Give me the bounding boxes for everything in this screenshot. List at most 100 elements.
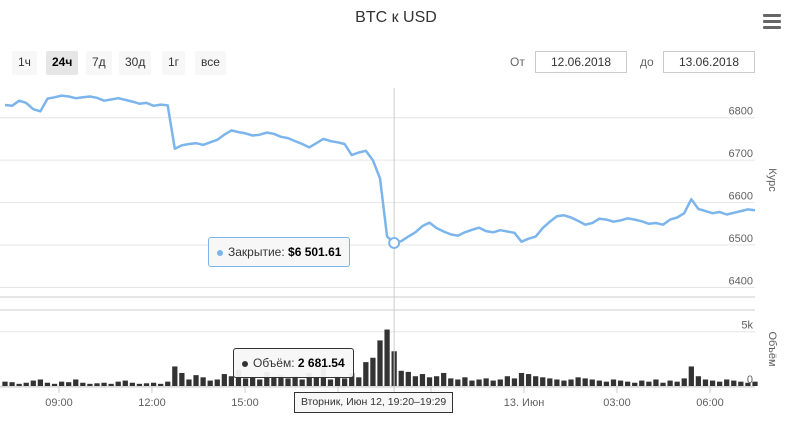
volume-bar: [172, 366, 178, 386]
volume-bar: [405, 371, 411, 386]
volume-bar: [94, 383, 100, 386]
volume-bar: [441, 372, 447, 386]
date-from-label: От: [510, 55, 525, 69]
range-button-1y[interactable]: 1г: [162, 51, 186, 75]
volume-bar: [101, 382, 107, 386]
volume-bar: [122, 380, 128, 386]
volume-bar: [603, 381, 610, 386]
volume-bar: [511, 378, 518, 386]
volume-bar: [37, 379, 44, 386]
volume-bar: [44, 382, 51, 386]
time-tick-label: 15:00: [231, 397, 259, 409]
volume-axis-ticks: 0 5k: [741, 320, 753, 386]
volume-bar: [469, 380, 475, 386]
price-tooltip-dot: [217, 249, 223, 256]
volume-bar: [610, 379, 617, 386]
time-tick-label: 03:00: [603, 397, 631, 409]
price-axis-label: Курс: [766, 168, 778, 192]
volume-bar: [695, 376, 702, 386]
volume-bar: [327, 379, 334, 386]
volume-bar: [150, 382, 157, 386]
volume-bar: [250, 377, 256, 386]
price-tick-label: 6500: [729, 233, 753, 245]
volume-bar: [242, 378, 249, 386]
volume-bar: [278, 375, 284, 386]
volume-bar: [561, 380, 567, 386]
volume-bar: [681, 378, 687, 386]
volume-bar: [426, 377, 433, 386]
price-tick-label: 6800: [729, 106, 753, 118]
volume-bar: [80, 382, 86, 386]
chart-title: BTC к USD: [355, 9, 437, 26]
crosshair-time-label: Вторник, Июн 12, 19:20–19:29: [294, 392, 454, 413]
volume-bar: [596, 380, 602, 386]
volume-bar: [625, 381, 631, 386]
volume-bar: [731, 380, 737, 386]
volume-bar: [752, 381, 758, 386]
price-line: [4, 94, 756, 245]
range-button-24h[interactable]: 24ч: [46, 51, 79, 75]
volume-bar: [108, 383, 114, 386]
volume-bar: [518, 372, 525, 386]
volume-bar: [476, 379, 482, 386]
volume-bar: [419, 374, 426, 386]
volume-tick-label: 0: [747, 374, 753, 386]
range-button-all[interactable]: все: [195, 51, 226, 75]
price-tick-label: 6700: [729, 148, 753, 160]
volume-bar: [632, 382, 638, 386]
volume-bar: [257, 379, 263, 386]
volume-bar: [87, 383, 93, 386]
volume-bar: [462, 377, 468, 386]
volume-bar: [377, 340, 383, 386]
volume-bar: [554, 379, 560, 386]
volume-bar: [716, 381, 723, 386]
volume-bar: [483, 378, 489, 386]
volume-bar: [349, 372, 355, 386]
date-to-label: до: [640, 55, 654, 69]
volume-bar: [525, 374, 532, 386]
volume-bar: [709, 380, 716, 386]
volume-bar: [667, 380, 673, 386]
range-button-30d[interactable]: 30д: [119, 51, 152, 75]
volume-bar: [214, 379, 220, 386]
volume-bar: [334, 376, 341, 386]
chart-menu-icon[interactable]: [763, 14, 781, 30]
price-tooltip: Закрытие: $6 501.61: [208, 237, 351, 267]
volume-bar: [16, 383, 22, 386]
price-tooltip-value: $6 501.61: [288, 245, 342, 259]
volume-bar: [674, 381, 680, 386]
range-button-1h[interactable]: 1ч: [12, 51, 37, 75]
volume-bar: [9, 382, 15, 386]
price-tooltip-label: Закрытие:: [228, 245, 285, 259]
volume-tooltip-dot: [242, 360, 248, 367]
volume-tooltip: Объём: 2 681.54: [233, 348, 354, 378]
time-tick-label: 12:00: [138, 397, 166, 409]
volume-bar: [582, 378, 588, 386]
volume-axis-label: Объём: [766, 331, 778, 366]
volume-bars: [2, 329, 758, 386]
volume-bar: [490, 380, 496, 386]
volume-bar: [688, 366, 694, 386]
price-tick-label: 6600: [729, 191, 753, 203]
volume-bar: [356, 377, 362, 386]
volume-bar: [533, 376, 539, 386]
range-button-7d[interactable]: 7д: [86, 51, 112, 75]
volume-bar: [313, 377, 319, 386]
volume-bar: [285, 378, 291, 386]
volume-bar: [540, 377, 546, 386]
volume-bar: [115, 381, 121, 386]
volume-bar: [129, 382, 135, 386]
volume-bar: [271, 376, 277, 386]
volume-bar: [292, 376, 298, 386]
time-tick-label: 13. Июн: [504, 397, 545, 409]
volume-tooltip-value: 2 681.54: [297, 356, 345, 370]
volume-bar: [575, 377, 581, 386]
volume-bar: [200, 377, 206, 386]
date-from-input[interactable]: [535, 51, 627, 73]
volume-bar: [2, 381, 8, 386]
volume-bar: [384, 329, 390, 386]
date-to-input[interactable]: [663, 51, 755, 73]
hover-marker: [388, 236, 401, 249]
volume-bar: [497, 379, 503, 386]
